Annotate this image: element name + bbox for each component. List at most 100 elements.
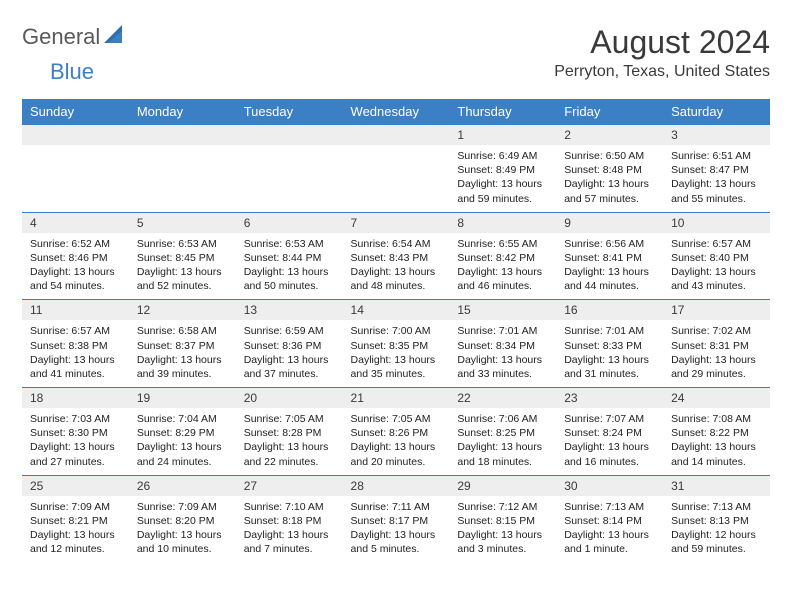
day-number: 15	[449, 300, 556, 321]
day-number: 16	[556, 300, 663, 321]
sunrise-text: Sunrise: 6:50 AM	[564, 149, 655, 163]
day-number: 31	[663, 475, 770, 496]
day-number: 19	[129, 388, 236, 409]
day-number	[343, 125, 450, 146]
day-number: 20	[236, 388, 343, 409]
day-cell: Sunrise: 6:59 AMSunset: 8:36 PMDaylight:…	[236, 320, 343, 387]
sunset-text: Sunset: 8:15 PM	[457, 514, 548, 528]
sunset-text: Sunset: 8:31 PM	[671, 339, 762, 353]
daylight-text: and 20 minutes.	[351, 455, 442, 469]
sunrise-text: Sunrise: 7:13 AM	[671, 500, 762, 514]
daylight-text: and 44 minutes.	[564, 279, 655, 293]
daylight-text: and 33 minutes.	[457, 367, 548, 381]
weekday-header: Saturday	[663, 99, 770, 125]
sunset-text: Sunset: 8:47 PM	[671, 163, 762, 177]
sunset-text: Sunset: 8:17 PM	[351, 514, 442, 528]
weekday-header: Thursday	[449, 99, 556, 125]
location: Perryton, Texas, United States	[554, 63, 770, 81]
sunset-text: Sunset: 8:36 PM	[244, 339, 335, 353]
daylight-text: Daylight: 13 hours	[457, 265, 548, 279]
sunset-text: Sunset: 8:34 PM	[457, 339, 548, 353]
daylight-text: Daylight: 13 hours	[564, 440, 655, 454]
day-number: 11	[22, 300, 129, 321]
weekday-header: Friday	[556, 99, 663, 125]
title-block: August 2024 Perryton, Texas, United Stat…	[554, 24, 770, 81]
sunset-text: Sunset: 8:26 PM	[351, 426, 442, 440]
daylight-text: Daylight: 13 hours	[137, 440, 228, 454]
day-cell: Sunrise: 7:04 AMSunset: 8:29 PMDaylight:…	[129, 408, 236, 475]
day-cell: Sunrise: 7:13 AMSunset: 8:13 PMDaylight:…	[663, 496, 770, 563]
sunset-text: Sunset: 8:44 PM	[244, 251, 335, 265]
daylight-text: Daylight: 13 hours	[137, 528, 228, 542]
day-cell: Sunrise: 6:49 AMSunset: 8:49 PMDaylight:…	[449, 145, 556, 212]
sunset-text: Sunset: 8:30 PM	[30, 426, 121, 440]
detail-row: Sunrise: 7:03 AMSunset: 8:30 PMDaylight:…	[22, 408, 770, 475]
sunset-text: Sunset: 8:21 PM	[30, 514, 121, 528]
sunset-text: Sunset: 8:38 PM	[30, 339, 121, 353]
daylight-text: Daylight: 13 hours	[137, 265, 228, 279]
day-cell: Sunrise: 6:58 AMSunset: 8:37 PMDaylight:…	[129, 320, 236, 387]
day-cell: Sunrise: 7:06 AMSunset: 8:25 PMDaylight:…	[449, 408, 556, 475]
day-cell: Sunrise: 7:09 AMSunset: 8:21 PMDaylight:…	[22, 496, 129, 563]
day-cell: Sunrise: 7:12 AMSunset: 8:15 PMDaylight:…	[449, 496, 556, 563]
sunrise-text: Sunrise: 6:57 AM	[671, 237, 762, 251]
sunrise-text: Sunrise: 6:57 AM	[30, 324, 121, 338]
day-number	[22, 125, 129, 146]
day-cell: Sunrise: 6:52 AMSunset: 8:46 PMDaylight:…	[22, 233, 129, 300]
daylight-text: and 39 minutes.	[137, 367, 228, 381]
sunset-text: Sunset: 8:42 PM	[457, 251, 548, 265]
daylight-text: and 24 minutes.	[137, 455, 228, 469]
day-number: 13	[236, 300, 343, 321]
daylight-text: and 54 minutes.	[30, 279, 121, 293]
sunrise-text: Sunrise: 7:09 AM	[30, 500, 121, 514]
sunrise-text: Sunrise: 7:05 AM	[351, 412, 442, 426]
sunrise-text: Sunrise: 7:02 AM	[671, 324, 762, 338]
day-cell	[343, 145, 450, 212]
daylight-text: Daylight: 13 hours	[30, 440, 121, 454]
sunset-text: Sunset: 8:20 PM	[137, 514, 228, 528]
daylight-text: Daylight: 13 hours	[30, 528, 121, 542]
daylight-text: and 12 minutes.	[30, 542, 121, 556]
daylight-text: and 55 minutes.	[671, 192, 762, 206]
sunrise-text: Sunrise: 7:04 AM	[137, 412, 228, 426]
logo-text-blue: Blue	[50, 59, 94, 85]
day-cell: Sunrise: 6:55 AMSunset: 8:42 PMDaylight:…	[449, 233, 556, 300]
daylight-text: Daylight: 13 hours	[457, 353, 548, 367]
daylight-text: Daylight: 13 hours	[457, 440, 548, 454]
weekday-header: Sunday	[22, 99, 129, 125]
daynum-row: 18192021222324	[22, 388, 770, 409]
day-number: 9	[556, 212, 663, 233]
day-cell: Sunrise: 7:07 AMSunset: 8:24 PMDaylight:…	[556, 408, 663, 475]
daylight-text: and 59 minutes.	[457, 192, 548, 206]
day-number: 3	[663, 125, 770, 146]
sunset-text: Sunset: 8:43 PM	[351, 251, 442, 265]
daylight-text: Daylight: 13 hours	[671, 353, 762, 367]
day-cell: Sunrise: 7:08 AMSunset: 8:22 PMDaylight:…	[663, 408, 770, 475]
daylight-text: and 7 minutes.	[244, 542, 335, 556]
sunrise-text: Sunrise: 7:10 AM	[244, 500, 335, 514]
weekday-header: Monday	[129, 99, 236, 125]
day-number: 10	[663, 212, 770, 233]
day-cell: Sunrise: 7:09 AMSunset: 8:20 PMDaylight:…	[129, 496, 236, 563]
day-cell: Sunrise: 7:05 AMSunset: 8:26 PMDaylight:…	[343, 408, 450, 475]
day-cell: Sunrise: 6:50 AMSunset: 8:48 PMDaylight:…	[556, 145, 663, 212]
sunrise-text: Sunrise: 7:05 AM	[244, 412, 335, 426]
daylight-text: Daylight: 13 hours	[351, 353, 442, 367]
daylight-text: and 46 minutes.	[457, 279, 548, 293]
daylight-text: and 29 minutes.	[671, 367, 762, 381]
sunset-text: Sunset: 8:35 PM	[351, 339, 442, 353]
daylight-text: Daylight: 13 hours	[564, 265, 655, 279]
daylight-text: Daylight: 13 hours	[30, 353, 121, 367]
day-number: 1	[449, 125, 556, 146]
logo: General	[22, 24, 128, 50]
daylight-text: and 14 minutes.	[671, 455, 762, 469]
daylight-text: and 37 minutes.	[244, 367, 335, 381]
day-number: 28	[343, 475, 450, 496]
sunset-text: Sunset: 8:37 PM	[137, 339, 228, 353]
daylight-text: Daylight: 13 hours	[351, 528, 442, 542]
day-cell: Sunrise: 6:53 AMSunset: 8:45 PMDaylight:…	[129, 233, 236, 300]
month-title: August 2024	[554, 24, 770, 61]
detail-row: Sunrise: 6:52 AMSunset: 8:46 PMDaylight:…	[22, 233, 770, 300]
sunset-text: Sunset: 8:33 PM	[564, 339, 655, 353]
day-cell: Sunrise: 6:51 AMSunset: 8:47 PMDaylight:…	[663, 145, 770, 212]
